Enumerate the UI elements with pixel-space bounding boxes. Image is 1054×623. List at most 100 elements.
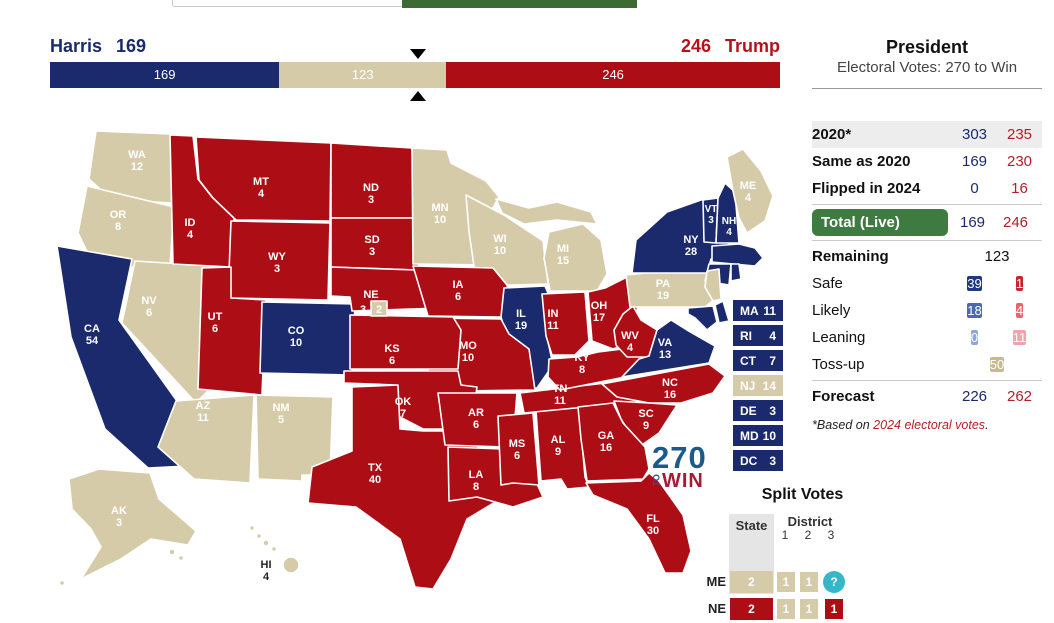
top-button-cutoff[interactable] [402,0,637,8]
state-me[interactable] [726,148,774,234]
state-md[interactable] [687,305,718,331]
state-box-ct[interactable]: CT 7 [733,350,783,371]
trump-name: Trump [724,36,780,56]
state-nc[interactable] [601,363,726,404]
safe-dem-badge: 39 [967,275,982,291]
state-or[interactable] [77,185,175,269]
state-label-wv: WV 4 [621,330,639,354]
state-va[interactable] [621,319,716,378]
state-ks[interactable] [349,314,462,370]
row-2020-label: 2020* [812,126,852,143]
state-nd[interactable] [330,142,415,219]
state-co[interactable] [259,301,356,376]
state-box-ri[interactable]: RI 4 [733,325,783,346]
state-ak-island[interactable] [177,554,185,562]
state-ak-island[interactable] [168,548,176,556]
270towin-logo: 270 TO WIN [652,442,707,491]
footnote-period: . [985,418,989,432]
state-nm[interactable] [255,394,334,482]
state-label-in: IN 11 [547,308,559,332]
footnote-link[interactable]: 2024 electoral votes [873,418,986,432]
state-ak[interactable] [68,468,197,580]
state-fl[interactable] [585,472,692,574]
row-safe: Safe 39 1 [812,270,1042,297]
state-box-ma[interactable]: MA 11 [733,300,783,321]
state-hi-island[interactable] [248,524,256,532]
state-nj[interactable] [704,268,722,302]
state-hi-island[interactable] [270,545,278,553]
state-label-nd: ND 3 [363,182,379,206]
state-box-dc[interactable]: DC 3 [733,450,783,471]
state-ak-island[interactable] [58,579,66,587]
trump-total: 246 Trump [667,36,780,57]
ne-state-cell[interactable]: 2 [730,598,773,620]
state-label-il: IL 19 [515,308,527,332]
ev-bar-dem-segment: 169 [50,62,280,88]
row-flipped-rep: 16 [1011,180,1028,197]
state-box-de[interactable]: DE 3 [733,400,783,421]
row-tossup-label: Toss-up [812,356,865,373]
district-header: District [787,514,833,529]
state-az[interactable] [157,394,255,484]
state-label-sc: SC 9 [638,408,653,432]
state-hi-island[interactable] [282,556,300,574]
district-col-1: 1 [781,528,789,542]
state-hi-island[interactable] [262,539,270,547]
state-label-co: CO 10 [288,325,305,349]
state-label-mt: MT 4 [253,176,269,200]
me-district1-cell[interactable]: 1 [777,572,795,592]
state-nh[interactable] [715,182,740,244]
win-marker-bottom-icon [410,91,426,101]
state-box-md[interactable]: MD 10 [733,425,783,446]
state-de[interactable] [714,300,730,324]
ne-district2-label: 2 [376,304,382,316]
state-ut[interactable] [197,266,267,396]
row-2020-rep: 235 [1006,126,1033,143]
state-ms[interactable] [497,412,540,486]
logo-270-text: 270 [652,440,707,475]
row-forecast-dem: 226 [961,388,988,405]
divider [812,204,1042,205]
trump-ev: 246 [680,36,711,56]
state-ga[interactable] [577,402,650,482]
state-box-nj[interactable]: NJ 14 [733,375,783,396]
ne-district3-cell[interactable]: 1 [825,599,843,619]
district-col-3: 3 [827,528,835,542]
state-label-az: AZ 11 [196,400,211,424]
win-marker-top-icon [410,49,426,59]
tossup-badge: 50 [989,356,1005,372]
row-flipped: Flipped in 2024 0 16 [812,175,1042,202]
ne-district1-cell[interactable]: 1 [777,599,795,619]
state-hi-island[interactable] [255,532,263,540]
row-remaining-label: Remaining [812,248,889,265]
me-district2-cell[interactable]: 1 [800,572,818,592]
state-ia[interactable] [412,265,512,318]
row-forecast: Forecast 226 262 [812,383,1042,410]
state-mi[interactable] [543,223,608,292]
row-likely: Likely 18 4 [812,297,1042,324]
state-label-oh: OH 17 [591,300,608,324]
row-safe-label: Safe [812,275,843,292]
ne-district2-box[interactable] [370,300,388,317]
state-ma[interactable] [711,243,764,267]
state-label-me: ME 4 [740,180,757,204]
small-state-boxes: MA 11 RI 4 CT 7 NJ 14 DE 3 MD 10 DC 3 [733,300,783,475]
state-mi-upper[interactable] [495,198,598,225]
state-ri[interactable] [730,263,742,282]
divider [812,380,1042,381]
state-in[interactable] [541,291,590,356]
row-same-rep: 230 [1006,153,1033,170]
state-label-ia: IA 6 [453,279,464,303]
total-live-badge: Total (Live) [812,209,948,236]
row-likely-label: Likely [812,302,851,319]
me-district3-cell[interactable]: ? [823,571,845,593]
panel-subtitle: Electoral Votes: 270 to Win [836,59,1018,76]
row-2020: 2020* 303 235 [812,121,1042,148]
state-label-ar: AR 6 [468,407,484,431]
state-label-al: AL 9 [551,434,566,458]
harris-ev: 169 [116,36,147,56]
ne-district2-cell[interactable]: 1 [800,599,818,619]
race-header: Harris 169 246 Trump [50,36,780,58]
me-state-cell[interactable]: 2 [730,571,773,593]
